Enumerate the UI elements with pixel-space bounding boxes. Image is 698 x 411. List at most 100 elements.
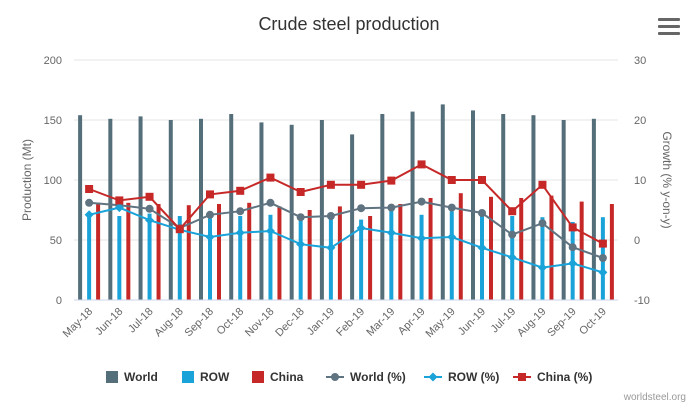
legend-item[interactable]: World <box>106 370 158 384</box>
y-tick-label: 150 <box>44 115 62 127</box>
point-china <box>85 185 94 193</box>
bar-china <box>156 204 161 300</box>
bar-china <box>337 206 342 300</box>
bar-china <box>126 202 131 300</box>
legend-item[interactable]: China (%) <box>513 370 592 384</box>
bar-world <box>168 120 173 300</box>
point-world <box>508 230 517 239</box>
point-row <box>477 243 487 253</box>
point-china <box>417 160 426 169</box>
point-china <box>236 186 245 195</box>
line-china <box>88 163 604 245</box>
y2-tick-label: 10 <box>634 175 646 187</box>
bar-china <box>549 195 554 300</box>
bar-world <box>440 104 445 301</box>
bar-china <box>519 198 524 300</box>
x-tick-label: Nov-18 <box>243 306 277 340</box>
bar-row <box>359 219 364 300</box>
bar-row <box>268 214 273 300</box>
point-row <box>568 258 578 268</box>
point-world <box>206 210 214 219</box>
y-axis-ticks: 0 50 100 150 200 <box>44 55 62 307</box>
y-tick-label: 0 <box>56 295 62 307</box>
line-row <box>88 206 604 274</box>
point-row <box>598 267 608 277</box>
legend-marker <box>518 373 526 381</box>
point-row <box>114 203 124 213</box>
legend-item[interactable]: World (%) <box>326 370 406 384</box>
x-tick-label: Oct-18 <box>215 306 247 338</box>
x-tick-label: Sep-19 <box>545 306 579 340</box>
legend[interactable]: World ROW China World (%) ROW (%) China (%) <box>106 370 592 384</box>
legend-marker <box>331 373 339 381</box>
legend-label: ROW (%) <box>448 370 499 384</box>
bar-series <box>78 104 614 301</box>
x-tick-label: Jun-18 <box>93 306 125 338</box>
bar-world <box>78 115 83 300</box>
bar-row <box>238 216 243 300</box>
x-tick-label: Aug-19 <box>515 306 549 340</box>
bar-china <box>609 204 614 300</box>
bar-row <box>480 212 484 300</box>
gridlines <box>74 59 618 241</box>
credit-link[interactable]: worldsteel.org <box>623 392 686 403</box>
legend-swatch <box>182 371 194 383</box>
y-tick-label: 50 <box>50 235 62 247</box>
bar-world <box>229 114 234 300</box>
bar-china <box>247 202 252 300</box>
point-world <box>598 254 607 262</box>
point-world <box>357 204 366 213</box>
point-row <box>507 252 517 262</box>
bar-world <box>350 134 355 300</box>
point-world <box>326 212 335 220</box>
y2-tick-label: 20 <box>634 115 646 127</box>
bar-china <box>307 210 312 300</box>
point-row <box>235 228 245 238</box>
point-china <box>538 180 547 189</box>
bar-china <box>217 204 221 300</box>
bar-china <box>186 205 191 300</box>
point-china <box>175 225 184 234</box>
point-row <box>386 228 396 238</box>
x-tick-label: Oct-19 <box>577 306 609 338</box>
bar-world <box>531 115 536 300</box>
point-world <box>236 207 245 216</box>
bar-china <box>489 196 493 300</box>
point-row <box>265 226 275 236</box>
legend-item[interactable]: ROW (%) <box>424 370 499 384</box>
point-row <box>356 223 366 233</box>
bar-world <box>561 120 566 300</box>
hamburger-menu-icon[interactable] <box>658 18 680 38</box>
bar-row <box>419 214 424 300</box>
bar-world <box>591 118 596 300</box>
bar-row <box>87 214 92 300</box>
bar-china <box>398 204 403 300</box>
point-china <box>296 188 305 196</box>
point-row <box>145 215 155 225</box>
point-row <box>537 263 547 273</box>
bar-world <box>319 120 324 300</box>
point-china <box>568 223 577 232</box>
line-world <box>89 200 604 259</box>
legend-label: China <box>270 370 304 384</box>
point-row <box>447 232 457 242</box>
x-tick-label: Mar-19 <box>364 306 397 339</box>
point-world <box>417 197 426 206</box>
x-tick-label: Jan-19 <box>305 306 337 338</box>
bar-row <box>208 218 212 300</box>
chart-title: Crude steel production <box>258 14 439 34</box>
point-china <box>447 176 456 184</box>
point-world <box>568 243 577 252</box>
legend-item[interactable]: ROW <box>182 370 230 384</box>
legend-label: World <box>124 370 158 384</box>
point-china <box>145 192 154 201</box>
legend-item[interactable]: China <box>252 370 304 384</box>
y2-axis-ticks: -10 0 10 20 30 <box>634 55 650 307</box>
point-world <box>145 204 154 213</box>
y2-tick-label: -10 <box>634 295 650 307</box>
x-tick-label: Sep-18 <box>183 306 217 340</box>
bar-row <box>328 216 333 300</box>
line-series <box>84 160 608 277</box>
